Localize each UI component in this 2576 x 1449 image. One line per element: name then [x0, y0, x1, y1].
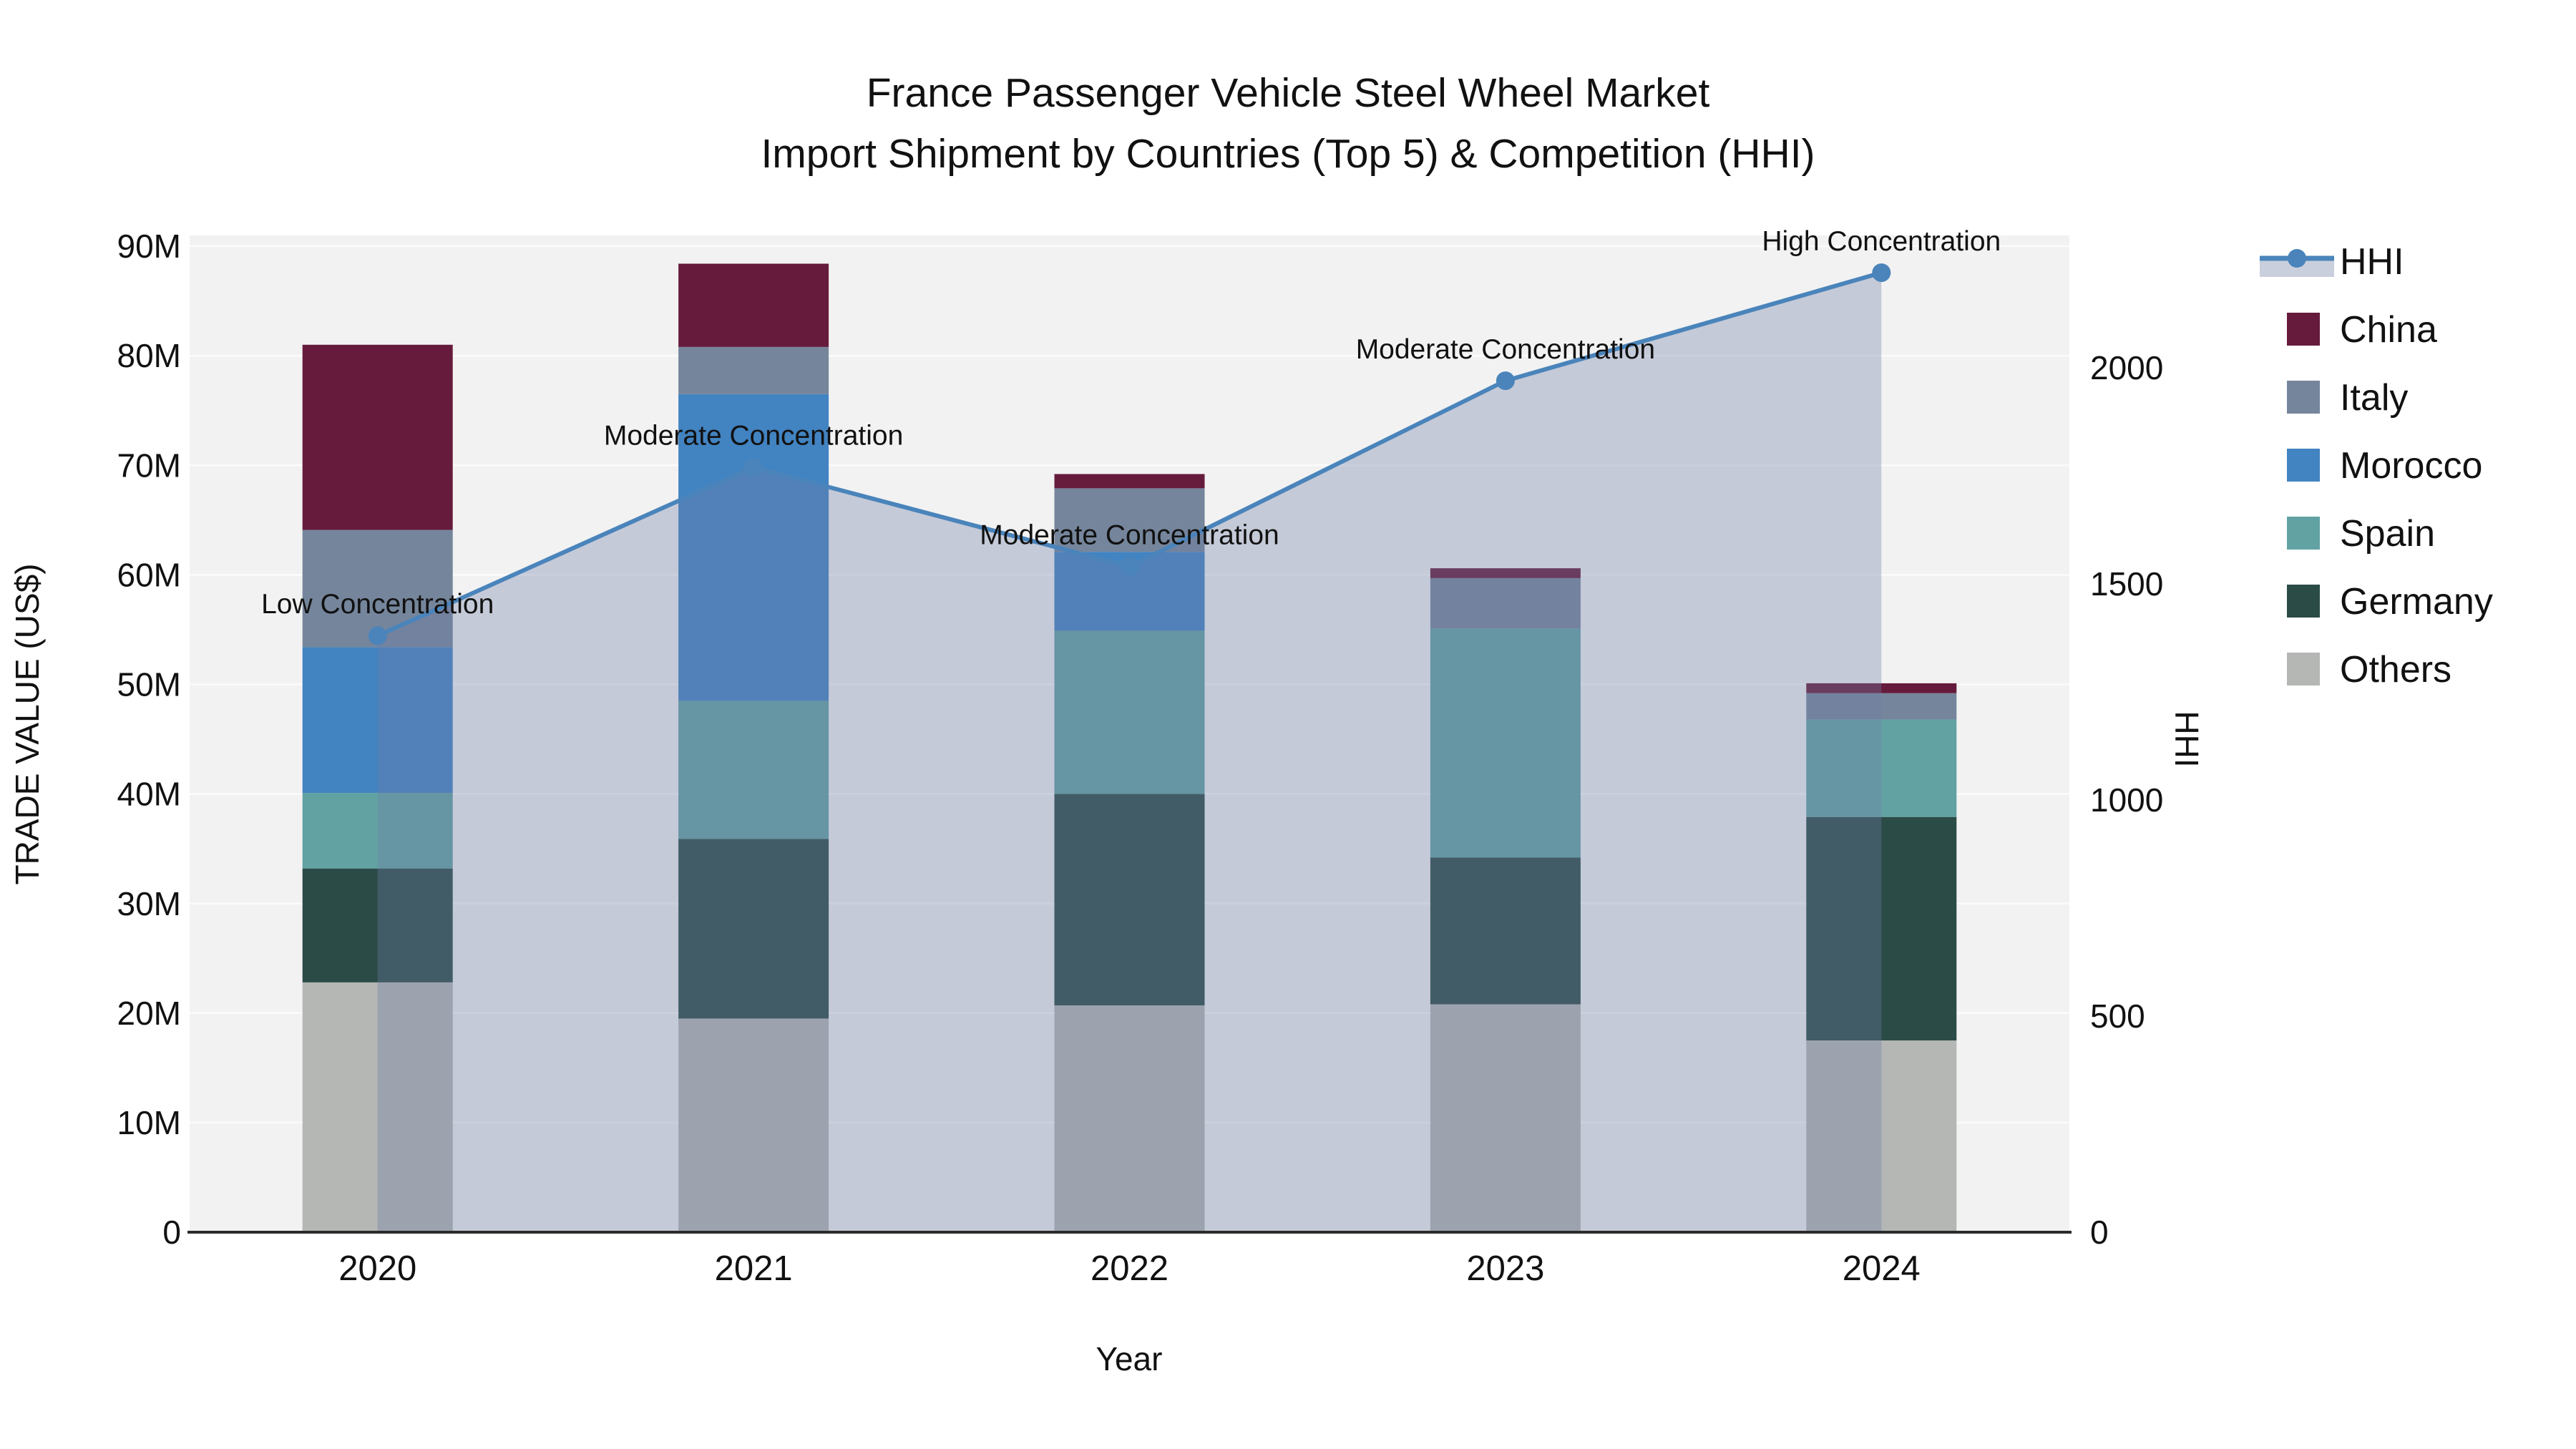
bar-china-2023[interactable] [1430, 568, 1581, 578]
legend-swatch-others [2287, 653, 2320, 686]
chart-title-line1: France Passenger Vehicle Steel Wheel Mar… [867, 70, 1710, 116]
hhi-point-2024[interactable] [1872, 263, 1891, 283]
right-tick-500: 500 [2090, 997, 2145, 1035]
legend-label-spain: Spain [2340, 513, 2435, 555]
x-axis-tick-labels: 2020 2021 2022 2023 2024 [338, 1249, 1921, 1288]
legend-swatch-china [2287, 313, 2320, 346]
legend-item-others[interactable]: Others [2287, 649, 2451, 691]
chart-title-line2: Import Shipment by Countries (Top 5) & C… [761, 131, 1815, 177]
x-tick-2022: 2022 [1091, 1249, 1169, 1288]
bar-germany-2023[interactable] [1430, 857, 1581, 1005]
hhi-area-fill [377, 273, 1882, 1232]
annotation-2020: Low Concentration [261, 589, 494, 620]
legend-item-italy[interactable]: Italy [2287, 377, 2408, 419]
right-axis-tick-labels: 0 500 1000 1500 2000 [2090, 349, 2163, 1251]
left-tick-50M: 50M [117, 666, 181, 703]
x-tick-2023: 2023 [1466, 1249, 1544, 1288]
right-tick-1000: 1000 [2090, 781, 2163, 819]
bar-spain-2022[interactable] [1054, 630, 1205, 794]
legend-hhi-marker [2288, 249, 2306, 268]
left-tick-20M: 20M [117, 995, 181, 1032]
legend-label-italy: Italy [2340, 377, 2408, 419]
bar-others-2021[interactable] [678, 1018, 829, 1232]
legend-label-morocco: Morocco [2340, 445, 2482, 487]
bar-spain-2024[interactable] [1806, 719, 1957, 817]
bar-others-2022[interactable] [1054, 1005, 1205, 1232]
legend-item-morocco[interactable]: Morocco [2287, 445, 2482, 487]
left-tick-30M: 30M [117, 885, 181, 922]
annotation-2024: High Concentration [1762, 226, 2001, 257]
legend-label-germany: Germany [2340, 581, 2493, 623]
bar-china-2021[interactable] [678, 263, 829, 347]
right-tick-0: 0 [2090, 1214, 2109, 1251]
bar-spain-2021[interactable] [678, 701, 829, 839]
bar-spain-2020[interactable] [302, 793, 453, 869]
hhi-area [377, 273, 1882, 1232]
annotation-2023: Moderate Concentration [1356, 334, 1655, 365]
x-tick-2020: 2020 [338, 1249, 416, 1288]
bar-others-2020[interactable] [302, 982, 453, 1232]
legend-item-germany[interactable]: Germany [2287, 581, 2493, 623]
right-axis-title: HHI [2168, 711, 2205, 767]
bar-germany-2024[interactable] [1806, 816, 1957, 1041]
left-tick-10M: 10M [117, 1104, 181, 1141]
right-tick-2000: 2000 [2090, 349, 2163, 386]
annotations: Low Concentration Moderate Concentration M… [261, 226, 2001, 620]
bar-germany-2020[interactable] [302, 868, 453, 982]
legend-label-others: Others [2340, 649, 2451, 691]
x-tick-2024: 2024 [1843, 1249, 1921, 1288]
bar-italy-2024[interactable] [1806, 693, 1957, 720]
stacked-bars [302, 263, 1957, 1232]
hhi-point-2023[interactable] [1496, 371, 1515, 391]
left-tick-40M: 40M [117, 776, 181, 813]
bar-morocco-2020[interactable] [302, 647, 453, 794]
annotation-2021: Moderate Concentration [604, 421, 903, 452]
legend-item-china[interactable]: China [2287, 309, 2437, 351]
left-tick-60M: 60M [117, 556, 181, 593]
bar-others-2024[interactable] [1806, 1040, 1957, 1232]
x-tick-2021: 2021 [715, 1249, 793, 1288]
bar-spain-2023[interactable] [1430, 628, 1581, 858]
left-tick-0: 0 [162, 1214, 181, 1251]
legend-label-china: China [2340, 309, 2437, 351]
left-tick-90M: 90M [117, 228, 181, 265]
bar-china-2022[interactable] [1054, 474, 1205, 489]
legend-swatch-germany [2287, 585, 2320, 618]
bar-italy-2021[interactable] [678, 346, 829, 394]
legend-label-hhi: HHI [2340, 241, 2404, 283]
annotation-2022: Moderate Concentration [980, 519, 1279, 550]
bar-italy-2023[interactable] [1430, 577, 1581, 629]
hhi-line [368, 263, 1891, 645]
bar-germany-2022[interactable] [1054, 794, 1205, 1006]
left-axis-title: TRADE VALUE (US$) [9, 563, 46, 884]
bar-china-2020[interactable] [302, 344, 453, 530]
right-tick-1500: 1500 [2090, 565, 2163, 602]
left-tick-80M: 80M [117, 337, 181, 374]
bar-morocco-2021[interactable] [678, 394, 829, 701]
hhi-point-2020[interactable] [368, 626, 387, 645]
left-tick-70M: 70M [117, 447, 181, 484]
x-axis-title: Year [1096, 1340, 1163, 1377]
left-axis-tick-labels: 0 10M 20M 30M 40M 50M 60M 70M 80M 90M [117, 228, 181, 1251]
bar-china-2024[interactable] [1806, 683, 1957, 693]
legend-swatch-italy [2287, 381, 2320, 414]
legend-swatch-spain [2287, 517, 2320, 550]
hhi-point-2021[interactable] [744, 457, 763, 477]
hhi-point-2022[interactable] [1120, 557, 1139, 576]
legend-swatch-morocco [2287, 449, 2320, 482]
bar-germany-2021[interactable] [678, 839, 829, 1019]
legend-item-hhi[interactable]: HHI [2260, 241, 2404, 283]
legend-item-spain[interactable]: Spain [2287, 513, 2435, 555]
bar-others-2023[interactable] [1430, 1004, 1581, 1232]
legend: HHI China Italy Morocco Spain Germany Others [2260, 241, 2493, 691]
